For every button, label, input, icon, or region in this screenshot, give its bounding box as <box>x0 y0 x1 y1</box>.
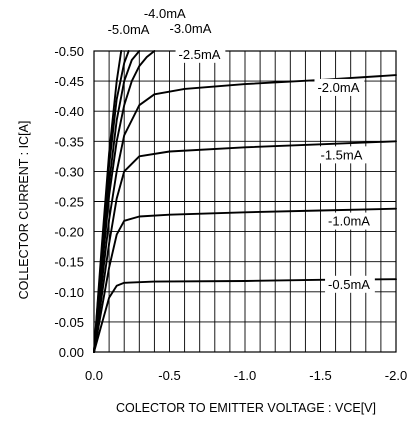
series-label: -1.5mA <box>321 147 363 162</box>
y-tick-label: -0.05 <box>54 315 84 330</box>
x-tick-label: -0.5 <box>158 368 180 383</box>
series-label-background <box>166 19 217 37</box>
series-curve <box>93 207 397 353</box>
y-tick-label: -0.30 <box>54 164 84 179</box>
series-label-background <box>140 4 191 22</box>
x-tick-label: 0.0 <box>85 368 103 383</box>
x-tick-label: -1.5 <box>309 368 331 383</box>
series-curves <box>93 50 397 353</box>
y-tick-label: -0.20 <box>54 225 84 240</box>
series-label: -5.0mA <box>108 22 150 37</box>
series-label: -1.0mA <box>328 214 370 229</box>
series-label: -3.0mA <box>170 21 212 36</box>
y-tick-label: -0.35 <box>54 134 84 149</box>
series-labels: -0.5mA -1.0mA -1.5mA -2.0mA -2.5mA -3.0mA-4.0… <box>104 4 375 293</box>
series-label-background <box>175 45 226 63</box>
x-tick-label: -2.0 <box>385 368 407 383</box>
y-tick-labels: 0.00 -0.05 -0.10 -0.15 -0.20 -0.25 -0.30 -0.35 -… <box>54 44 84 360</box>
series-label-background <box>314 78 365 96</box>
y-tick-label: -0.10 <box>54 285 84 300</box>
y-tick-label: -0.25 <box>54 195 84 210</box>
y-tick-label: -0.45 <box>54 74 84 89</box>
grid-lines <box>94 51 396 352</box>
x-axis-label: COLECTOR TO EMITTER VOLTAGE : VCE[V] <box>116 401 376 415</box>
series-label-background <box>317 146 368 164</box>
y-tick-label: -0.40 <box>54 104 84 119</box>
y-tick-label: -0.50 <box>54 44 84 59</box>
plot-frame <box>93 50 397 353</box>
series-label: -2.0mA <box>317 80 359 95</box>
x-tick-label: -1.0 <box>234 368 256 383</box>
series-label: -2.5mA <box>179 47 221 62</box>
series-label-background <box>104 21 155 39</box>
series-label: -0.5mA <box>328 277 370 292</box>
series-label-background <box>325 212 375 230</box>
series-label-background <box>325 275 375 293</box>
y-tick-label: 0.00 <box>59 345 84 360</box>
series-curve <box>93 140 397 353</box>
series-label: -4.0mA <box>144 6 186 21</box>
y-tick-label: -0.15 <box>54 255 84 270</box>
series-curve <box>93 74 397 353</box>
y-axis-label: COLLECTOR CURRENT : IC[A] <box>17 121 31 300</box>
series-curve <box>93 278 397 353</box>
x-tick-labels: 0.0 -0.5 -1.0 -1.5 -2.0 <box>85 368 407 383</box>
series-curve <box>93 50 123 353</box>
